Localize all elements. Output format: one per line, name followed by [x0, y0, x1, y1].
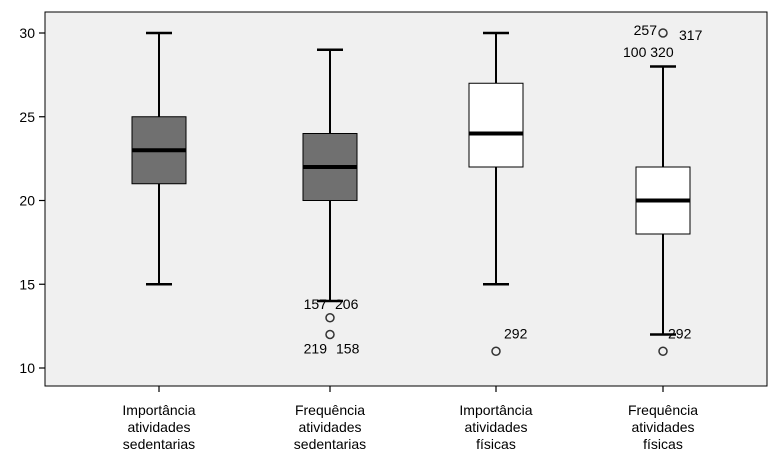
category-label-line: físicas — [643, 436, 683, 452]
outlier-label: 292 — [504, 325, 528, 341]
boxes: 157 206 219 158 292 257 317 100 320 292 — [131, 22, 703, 357]
y-tick-label: 25 — [19, 109, 35, 125]
outlier-point — [658, 28, 668, 38]
y-tick-label: 20 — [19, 193, 35, 209]
box-4: 257 317 100 320 292 — [623, 22, 703, 356]
outlier-label: 206 — [335, 296, 359, 312]
category-label-line: físicas — [476, 436, 516, 452]
category-label-line: sedentarias — [294, 436, 366, 452]
y-axis: 10 15 20 25 30 — [19, 25, 45, 376]
category-label-line: Importância — [122, 402, 195, 418]
outlier-point — [325, 313, 335, 323]
category-label-line: atividades — [631, 419, 694, 435]
category-label: Importância atividades sedentarias — [122, 402, 195, 452]
category-label: Importância atividades físicas — [459, 402, 532, 452]
category-label-line: atividades — [127, 419, 190, 435]
iqr-box — [468, 82, 524, 168]
category-label: Frequência atividades sedentarias — [294, 402, 366, 452]
outlier-point — [658, 346, 668, 356]
category-label-line: atividades — [298, 419, 361, 435]
outlier-label: 158 — [336, 341, 360, 357]
outlier-point — [325, 329, 335, 340]
y-tick-label: 30 — [19, 25, 35, 41]
outlier-label: 100 320 — [623, 44, 674, 60]
outlier-label: 292 — [668, 325, 692, 341]
outlier-label: 219 — [304, 341, 328, 357]
x-axis-labels: Importância atividades sedentariasFrequênc… — [122, 386, 698, 452]
outlier-label: 257 — [634, 22, 658, 38]
category-label-line: Importância — [459, 402, 532, 418]
outlier-label: 317 — [679, 27, 703, 43]
y-tick-label: 10 — [19, 360, 35, 376]
box-3: 292 — [468, 31, 528, 356]
category-label-line: sedentarias — [123, 436, 195, 452]
box-2: 157 206 219 158 — [302, 48, 360, 357]
category-label-line: Frequência — [295, 402, 365, 418]
y-tick-label: 15 — [19, 276, 35, 292]
category-label-line: atividades — [464, 419, 527, 435]
outlier-label: 157 — [304, 296, 328, 312]
outlier-point — [491, 346, 501, 356]
category-label-line: Frequência — [628, 402, 698, 418]
box-1 — [131, 31, 187, 286]
category-label: Frequência atividades físicas — [628, 402, 698, 452]
